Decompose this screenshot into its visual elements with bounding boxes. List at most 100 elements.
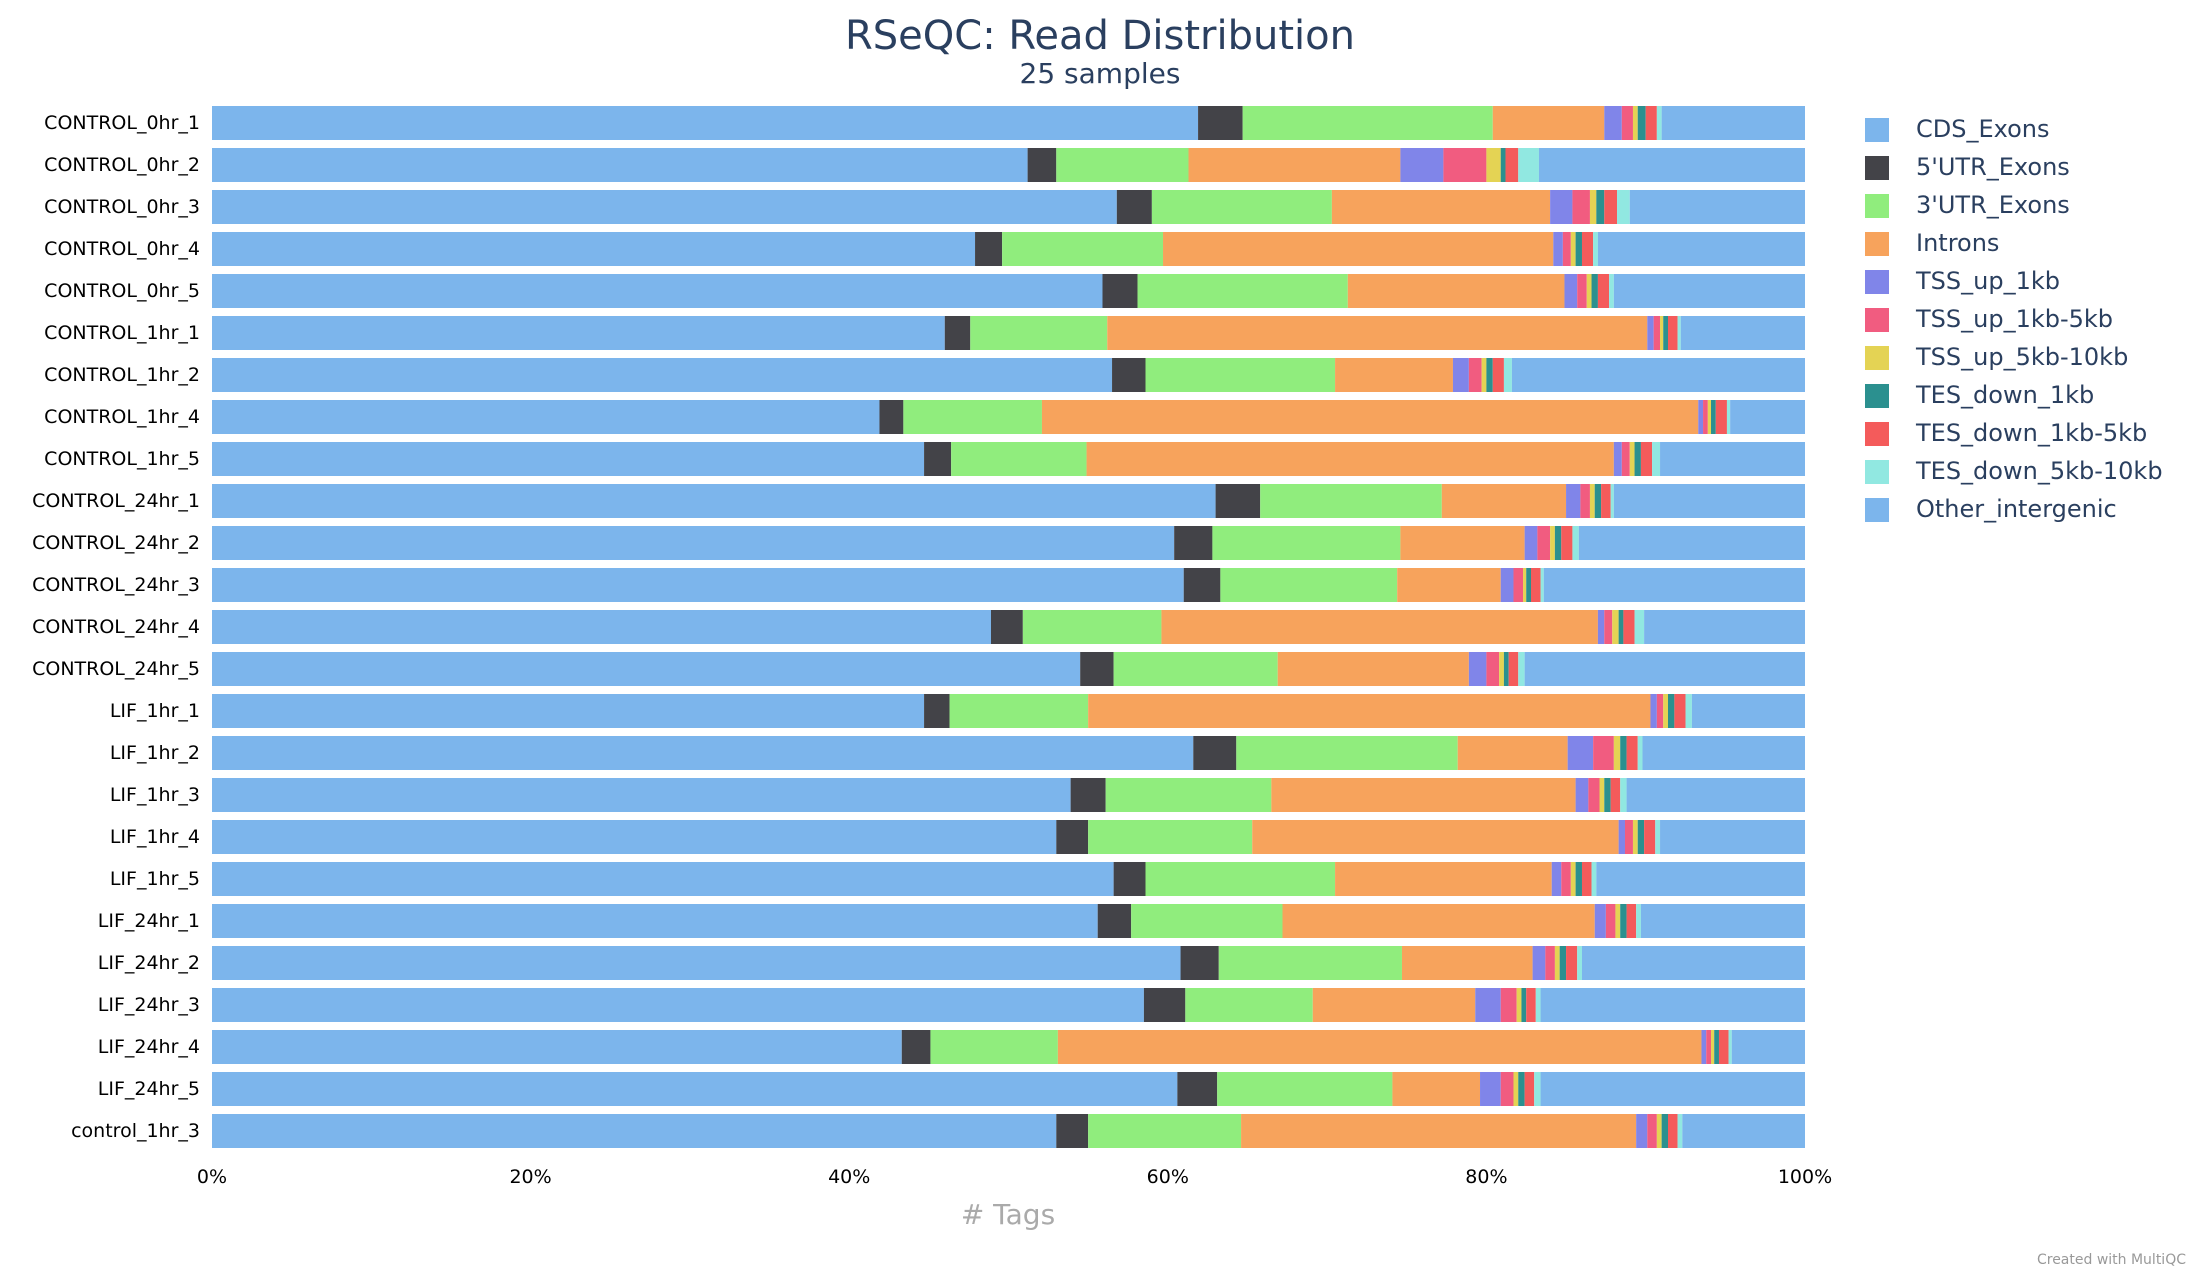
bar-segment-5-utr-exons[interactable] bbox=[1215, 484, 1261, 518]
bar-segment-cds-exons[interactable] bbox=[212, 778, 1071, 812]
bar-segment-other-intergenic[interactable] bbox=[1644, 610, 1805, 644]
bar-segment-other-intergenic[interactable] bbox=[1540, 988, 1805, 1022]
bar-segment-introns[interactable] bbox=[1457, 736, 1568, 770]
bar-row-lif-1hr-3[interactable] bbox=[212, 778, 1805, 812]
bar-segment-introns[interactable] bbox=[1347, 274, 1565, 308]
bar-segment-3-utr-exons[interactable] bbox=[1217, 1072, 1393, 1106]
bar-segment-other-intergenic[interactable] bbox=[1578, 526, 1805, 560]
bar-segment-tes-down-5kb-10kb[interactable] bbox=[1620, 778, 1627, 812]
bar-segment-tes-down-1kb[interactable] bbox=[1596, 190, 1605, 224]
bar-segment-tes-down-1kb-5kb[interactable] bbox=[1601, 484, 1611, 518]
bar-segment-tes-down-1kb-5kb[interactable] bbox=[1644, 820, 1656, 854]
bar-segment-tss-up-1kb[interactable] bbox=[1524, 526, 1538, 560]
bar-row-lif-1hr-1[interactable] bbox=[212, 694, 1805, 728]
bar-segment-tes-down-5kb-10kb[interactable] bbox=[1617, 190, 1630, 224]
bar-segment-tes-down-1kb[interactable] bbox=[1594, 484, 1602, 518]
bar-segment-3-utr-exons[interactable] bbox=[1088, 820, 1253, 854]
bar-segment-tes-down-1kb-5kb[interactable] bbox=[1561, 526, 1573, 560]
bar-segment-other-intergenic[interactable] bbox=[1661, 106, 1805, 140]
bar-segment-tes-down-5kb-10kb[interactable] bbox=[1591, 862, 1597, 896]
bar-segment-tss-up-1kb[interactable] bbox=[1566, 484, 1581, 518]
bar-segment-tes-down-5kb-10kb[interactable] bbox=[1636, 904, 1641, 938]
bar-segment-introns[interactable] bbox=[1277, 652, 1469, 686]
bar-segment-3-utr-exons[interactable] bbox=[1056, 148, 1189, 182]
bar-segment-cds-exons[interactable] bbox=[212, 1114, 1057, 1148]
bar-segment-tes-down-1kb[interactable] bbox=[1620, 736, 1627, 770]
bar-segment-5-utr-exons[interactable] bbox=[1056, 820, 1089, 854]
bar-segment-tes-down-1kb[interactable] bbox=[1518, 1072, 1525, 1106]
bar-segment-cds-exons[interactable] bbox=[212, 736, 1194, 770]
bar-row-lif-24hr-2[interactable] bbox=[212, 946, 1805, 980]
bar-segment-tes-down-1kb[interactable] bbox=[1503, 652, 1509, 686]
bar-segment-cds-exons[interactable] bbox=[212, 1030, 902, 1064]
bar-segment-tss-up-1kb[interactable] bbox=[1532, 946, 1546, 980]
bar-segment-5-utr-exons[interactable] bbox=[1116, 190, 1152, 224]
bar-segment-tss-up-1kb-5kb[interactable] bbox=[1500, 1072, 1514, 1106]
bar-segment-3-utr-exons[interactable] bbox=[1145, 862, 1336, 896]
bar-segment-cds-exons[interactable] bbox=[212, 694, 925, 728]
bar-segment-tes-down-1kb[interactable] bbox=[1663, 316, 1669, 350]
bar-segment-tss-up-1kb-5kb[interactable] bbox=[1486, 652, 1500, 686]
bar-segment-tes-down-5kb-10kb[interactable] bbox=[1503, 358, 1512, 392]
bar-segment-tss-up-1kb[interactable] bbox=[1650, 694, 1657, 728]
bar-segment-introns[interactable] bbox=[1331, 190, 1551, 224]
bar-segment-5-utr-exons[interactable] bbox=[1143, 988, 1186, 1022]
bar-segment-tes-down-1kb-5kb[interactable] bbox=[1674, 694, 1686, 728]
bar-segment-other-intergenic[interactable] bbox=[1731, 1030, 1805, 1064]
bar-segment-tes-down-1kb-5kb[interactable] bbox=[1581, 862, 1592, 896]
legend-item-cds-exons[interactable]: CDS_Exons bbox=[1865, 115, 2050, 143]
bar-segment-tss-up-1kb[interactable] bbox=[1613, 442, 1622, 476]
bar-segment-3-utr-exons[interactable] bbox=[949, 694, 1089, 728]
bar-segment-tss-up-1kb-5kb[interactable] bbox=[1605, 904, 1616, 938]
bar-segment-introns[interactable] bbox=[1282, 904, 1595, 938]
bar-segment-5-utr-exons[interactable] bbox=[879, 400, 904, 434]
bar-row-lif-1hr-4[interactable] bbox=[212, 820, 1805, 854]
bar-segment-5-utr-exons[interactable] bbox=[1070, 778, 1106, 812]
bar-segment-tss-up-1kb[interactable] bbox=[1567, 736, 1594, 770]
bar-segment-tss-up-1kb[interactable] bbox=[1698, 400, 1704, 434]
bar-segment-tss-up-5kb-10kb[interactable] bbox=[1570, 232, 1576, 266]
bar-segment-tss-up-1kb[interactable] bbox=[1452, 358, 1469, 392]
bar-segment-other-intergenic[interactable] bbox=[1626, 778, 1805, 812]
bar-segment-3-utr-exons[interactable] bbox=[1220, 568, 1398, 602]
bar-row-control-0hr-2[interactable] bbox=[212, 148, 1805, 182]
bar-segment-tes-down-5kb-10kb[interactable] bbox=[1593, 232, 1598, 266]
bar-segment-tes-down-1kb[interactable] bbox=[1500, 148, 1506, 182]
bar-segment-tes-down-5kb-10kb[interactable] bbox=[1610, 484, 1614, 518]
bar-segment-3-utr-exons[interactable] bbox=[1260, 484, 1442, 518]
bar-segment-3-utr-exons[interactable] bbox=[1185, 988, 1313, 1022]
bar-segment-tes-down-1kb[interactable] bbox=[1668, 694, 1675, 728]
bar-segment-other-intergenic[interactable] bbox=[1524, 652, 1805, 686]
bar-segment-other-intergenic[interactable] bbox=[1682, 1114, 1805, 1148]
legend-item-tes-down-1kb-5kb[interactable]: TES_down_1kb-5kb bbox=[1865, 419, 2147, 447]
bar-segment-tss-up-1kb-5kb[interactable] bbox=[1572, 190, 1590, 224]
bar-segment-tes-down-5kb-10kb[interactable] bbox=[1656, 106, 1662, 140]
bar-segment-introns[interactable] bbox=[1252, 820, 1619, 854]
bar-segment-tss-up-1kb[interactable] bbox=[1500, 568, 1514, 602]
bar-segment-3-utr-exons[interactable] bbox=[1212, 526, 1401, 560]
bar-segment-tes-down-5kb-10kb[interactable] bbox=[1726, 400, 1731, 434]
bar-segment-5-utr-exons[interactable] bbox=[1056, 1114, 1089, 1148]
legend-item-tss-up-5kb-10kb[interactable]: TSS_up_5kb-10kb bbox=[1865, 343, 2128, 371]
bar-segment-tes-down-1kb-5kb[interactable] bbox=[1668, 316, 1678, 350]
bar-segment-introns[interactable] bbox=[1057, 1030, 1702, 1064]
bar-segment-3-utr-exons[interactable] bbox=[1105, 778, 1272, 812]
bar-segment-other-intergenic[interactable] bbox=[1543, 568, 1805, 602]
bar-segment-tss-up-5kb-10kb[interactable] bbox=[1656, 1114, 1662, 1148]
bar-segment-3-utr-exons[interactable] bbox=[1137, 274, 1348, 308]
bar-segment-introns[interactable] bbox=[1161, 610, 1598, 644]
bar-segment-tes-down-5kb-10kb[interactable] bbox=[1540, 568, 1544, 602]
bar-segment-tes-down-1kb[interactable] bbox=[1637, 820, 1645, 854]
bar-segment-tes-down-1kb[interactable] bbox=[1604, 778, 1611, 812]
bar-segment-tss-up-5kb-10kb[interactable] bbox=[1660, 316, 1664, 350]
bar-segment-tes-down-5kb-10kb[interactable] bbox=[1655, 820, 1661, 854]
bar-segment-tes-down-1kb[interactable] bbox=[1575, 862, 1582, 896]
bar-segment-tes-down-5kb-10kb[interactable] bbox=[1637, 736, 1643, 770]
bar-segment-cds-exons[interactable] bbox=[212, 232, 976, 266]
bar-segment-3-utr-exons[interactable] bbox=[1088, 1114, 1242, 1148]
bar-segment-introns[interactable] bbox=[1086, 442, 1614, 476]
bar-segment-introns[interactable] bbox=[1188, 148, 1401, 182]
bar-segment-tss-up-5kb-10kb[interactable] bbox=[1632, 106, 1638, 140]
bar-segment-other-intergenic[interactable] bbox=[1597, 232, 1805, 266]
bar-segment-tss-up-5kb-10kb[interactable] bbox=[1615, 904, 1621, 938]
